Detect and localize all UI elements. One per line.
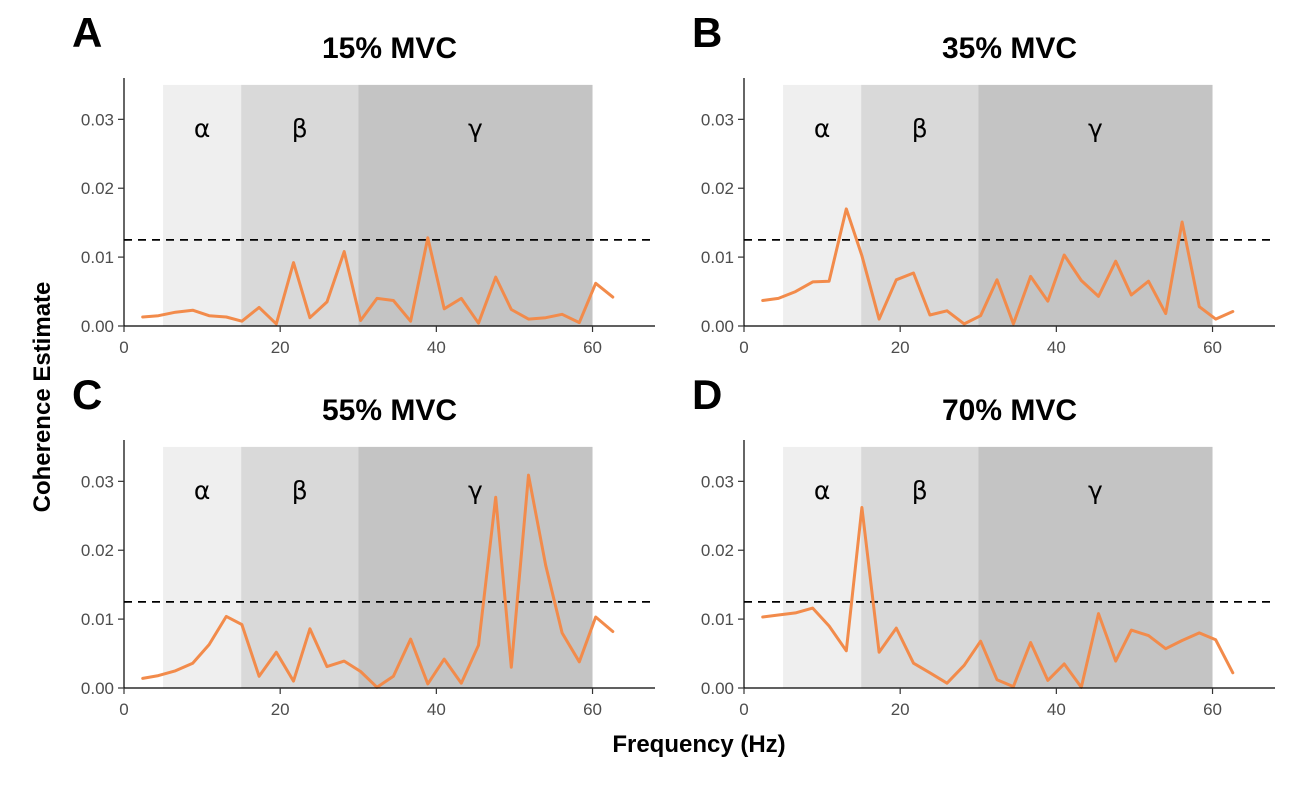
coherence-series-line: [141, 473, 615, 689]
y-tick-label: 0.01: [701, 248, 734, 267]
y-tick-label: 0.00: [81, 317, 114, 336]
panel-letter: C: [72, 371, 102, 418]
x-tick-label: 40: [1047, 700, 1066, 719]
x-tick-label: 0: [119, 700, 128, 719]
band-label: β: [912, 476, 928, 505]
band-label: β: [292, 114, 308, 143]
x-tick-label: 60: [583, 338, 602, 357]
x-tick-label: 40: [427, 700, 446, 719]
band-label: α: [194, 476, 210, 505]
coherence-series-line: [761, 207, 1235, 326]
band-2: [358, 84, 593, 326]
y-tick-label: 0.02: [701, 541, 734, 560]
band-label: α: [814, 476, 830, 505]
y-tick-label: 0.03: [81, 472, 114, 491]
x-tick-label: 60: [583, 700, 602, 719]
x-axis-title: Frequency (Hz): [612, 731, 785, 758]
band-label: γ: [468, 114, 483, 143]
y-tick-label: 0.02: [701, 179, 734, 198]
y-tick-label: 0.02: [81, 541, 114, 560]
band-2: [978, 446, 1213, 688]
band-label: γ: [1088, 114, 1103, 143]
x-tick-label: 20: [891, 338, 910, 357]
x-tick-label: 20: [271, 700, 290, 719]
y-tick-label: 0.02: [81, 179, 114, 198]
panel-d: α β γ 0.00 0.01 0.02 0.03 0 20 40 60 70% MVC D: [692, 371, 1275, 719]
x-tick-label: 0: [119, 338, 128, 357]
band-0: [163, 84, 242, 326]
panel-b: α β γ 0.00 0.01 0.02 0.03 0 20 40 60 35% MVC B: [692, 9, 1275, 357]
x-tick-label: 20: [891, 700, 910, 719]
panel-title: 15% MVC: [322, 32, 457, 65]
x-tick-label: 60: [1203, 338, 1222, 357]
panel-letter: D: [692, 371, 722, 418]
band-label: γ: [468, 476, 483, 505]
y-tick-label: 0.00: [701, 679, 734, 698]
y-tick-label: 0.01: [701, 610, 734, 629]
y-tick-label: 0.03: [81, 110, 114, 129]
y-tick-label: 0.01: [81, 248, 114, 267]
panel-letter: B: [692, 9, 722, 56]
panel-title: 55% MVC: [322, 394, 457, 427]
panel-a: α β γ 0.00 0.01 0.02 0.03 0 20 40 60 15% MVC A: [72, 9, 655, 357]
coherence-series-line: [761, 506, 1235, 689]
coherence-series-line: [141, 236, 615, 326]
panel-title: 70% MVC: [942, 394, 1077, 427]
band-label: β: [912, 114, 928, 143]
y-tick-label: 0.03: [701, 110, 734, 129]
x-tick-label: 0: [739, 338, 748, 357]
panel-c: α β γ 0.00 0.01 0.02 0.03 0 20 40 60 55% MVC C: [72, 371, 655, 719]
panel-title: 35% MVC: [942, 32, 1077, 65]
x-tick-label: 60: [1203, 700, 1222, 719]
x-tick-label: 40: [1047, 338, 1066, 357]
band-label: α: [194, 114, 210, 143]
band-2: [358, 446, 593, 688]
y-axis-title: Coherence Estimate: [29, 282, 56, 513]
y-tick-label: 0.01: [81, 610, 114, 629]
y-tick-label: 0.03: [701, 472, 734, 491]
y-tick-label: 0.00: [701, 317, 734, 336]
y-tick-label: 0.00: [81, 679, 114, 698]
band-0: [163, 446, 242, 688]
band-label: α: [814, 114, 830, 143]
band-0: [783, 84, 862, 326]
band-2: [978, 84, 1213, 326]
x-tick-label: 20: [271, 338, 290, 357]
x-tick-label: 0: [739, 700, 748, 719]
x-tick-label: 40: [427, 338, 446, 357]
band-1: [241, 446, 359, 688]
panel-letter: A: [72, 9, 102, 56]
band-label: β: [292, 476, 308, 505]
band-label: γ: [1088, 476, 1103, 505]
